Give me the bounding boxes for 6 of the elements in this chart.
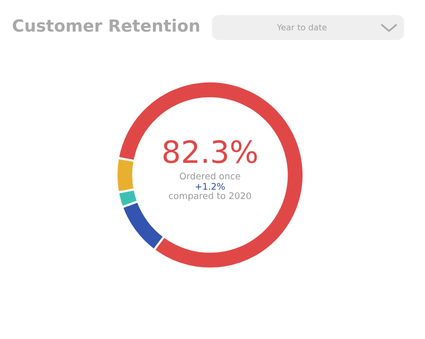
text: +1.2%: [196, 182, 225, 190]
text: Year to date: [276, 24, 327, 30]
data-label: 82.3%: [164, 140, 257, 164]
slice-label: Ordered once: [180, 172, 240, 180]
chart-title: Customer Retention: [12, 18, 200, 32]
text: compared to 2020: [168, 192, 251, 201]
